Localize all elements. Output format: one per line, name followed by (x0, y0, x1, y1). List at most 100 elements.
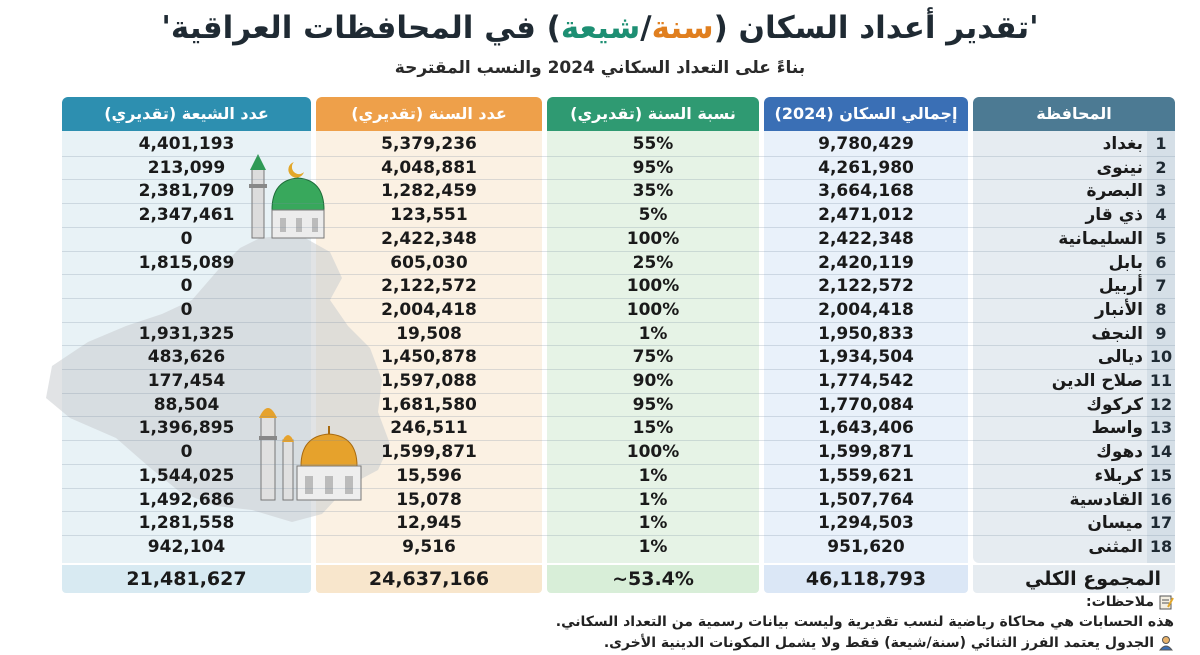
notes-heading: ملاحظات: (1086, 594, 1154, 610)
row-governorate: كربلاء (1094, 465, 1143, 486)
row-population: 1,950,833 (818, 323, 914, 344)
row-number: 6 (1155, 252, 1167, 272)
header-population: إجمالي السكان (2024) (764, 97, 968, 131)
row-sunni-count: 15,596 (396, 465, 462, 486)
row-sunni-count: 9,516 (402, 536, 456, 557)
row-population: 1,294,503 (818, 513, 914, 534)
mosque-green-icon (249, 154, 325, 239)
row-shia-count: 1,492,686 (138, 489, 235, 510)
row-shia-count: 2,347,461 (138, 205, 235, 226)
row-number: 13 (1149, 418, 1173, 438)
row-number: 5 (1155, 228, 1167, 248)
row-sunni-pct: 15% (632, 418, 674, 439)
row-shia-count: 0 (180, 442, 193, 463)
row-separator (62, 369, 1175, 370)
row-shia-count: 1,281,558 (138, 513, 235, 534)
row-population: 2,122,572 (818, 276, 914, 297)
row-number: 4 (1155, 205, 1167, 225)
row-shia-count: 0 (180, 276, 193, 297)
row-number: 9 (1155, 323, 1167, 343)
pop-column-bg (764, 131, 968, 563)
header-governorate: المحافظة (973, 97, 1175, 131)
row-separator (62, 203, 1175, 205)
row-sunni-count: 1,450,878 (381, 347, 477, 368)
header-sunni-pct: نسبة السنة (تقديري) (547, 97, 759, 131)
row-population: 1,599,871 (818, 442, 914, 463)
total-sunni-count: 24,637,166 (316, 565, 542, 593)
row-shia-count: 213,099 (147, 157, 226, 178)
note-line-2-row: الجدول يعتمد الفرز الثنائي (سنة/شيعة) فق… (374, 633, 1174, 654)
row-sunni-pct: 1% (638, 465, 668, 486)
row-shia-count: 1,396,895 (138, 418, 235, 439)
row-separator (62, 179, 1175, 181)
title-part1: 'تقدير أعداد السكان ( (713, 10, 1039, 46)
row-population: 9,780,429 (818, 134, 914, 154)
row-sunni-pct: 55% (632, 134, 674, 154)
row-shia-count: 0 (180, 299, 193, 320)
row-governorate: الأنبار (1095, 299, 1143, 320)
row-sunni-pct: 95% (632, 394, 674, 415)
row-governorate: بابل (1108, 252, 1143, 273)
row-separator (62, 416, 1175, 418)
title-part2: ) في المحافظات العراقية' (161, 10, 561, 46)
row-sunni-pct: 1% (638, 513, 668, 534)
header-sunni-count: عدد السنة (تقديري) (316, 97, 542, 131)
row-number: 8 (1155, 299, 1167, 319)
row-separator (62, 155, 1175, 157)
row-governorate: ذي قار (1085, 205, 1143, 226)
header-shia-count: عدد الشيعة (تقديري) (62, 97, 311, 131)
row-population: 1,643,406 (818, 418, 914, 439)
row-shia-count: 942,104 (147, 536, 226, 557)
row-number: 10 (1149, 347, 1173, 367)
row-sunni-count: 1,282,459 (381, 181, 477, 202)
row-governorate: بغداد (1102, 134, 1143, 154)
row-separator (62, 321, 1175, 323)
row-population: 4,261,980 (818, 157, 914, 178)
row-separator (62, 297, 1175, 299)
row-sunni-pct: 25% (632, 252, 674, 273)
row-shia-count: 4,401,193 (138, 134, 235, 154)
row-number: 1 (1155, 134, 1167, 153)
page-subtitle: بناءً على التعداد السكاني 2024 والنسب ال… (394, 58, 806, 78)
row-governorate: كركوك (1086, 394, 1143, 415)
row-population: 2,004,418 (818, 299, 914, 320)
title-sunni: سنة (651, 10, 714, 46)
page-title: 'تقدير أعداد السكان (سنة/شيعة) في المحاف… (0, 6, 1200, 50)
row-sunni-count: 2,122,572 (381, 276, 477, 297)
row-governorate: المثنى (1088, 536, 1143, 557)
row-sunni-pct: 95% (632, 157, 674, 178)
row-governorate: البصرة (1086, 181, 1143, 202)
row-separator (62, 392, 1175, 394)
row-sunni-pct: 5% (638, 205, 668, 226)
title-slash: / (640, 10, 652, 46)
row-governorate: واسط (1091, 418, 1143, 439)
pct-column-bg (547, 131, 759, 563)
row-separator (62, 226, 1175, 228)
row-shia-count: 177,454 (147, 371, 226, 391)
row-number: 17 (1149, 513, 1173, 533)
row-governorate: القادسية (1069, 489, 1143, 510)
row-number: 2 (1155, 157, 1167, 177)
row-population: 1,507,764 (818, 489, 914, 510)
row-governorate: السليمانية (1058, 228, 1143, 249)
notes-heading-row: ملاحظات: (374, 592, 1174, 612)
row-separator (62, 487, 1175, 489)
row-number-strip (1147, 131, 1175, 563)
row-sunni-count: 19,508 (396, 323, 462, 344)
row-population: 1,770,084 (818, 394, 914, 415)
row-sunni-pct: 100% (626, 299, 680, 320)
row-governorate: صلاح الدين (1051, 371, 1143, 391)
user-icon (1158, 636, 1174, 651)
row-sunni-count: 2,004,418 (381, 299, 477, 320)
row-number: 18 (1149, 536, 1173, 556)
row-shia-count: 1,815,089 (138, 252, 235, 273)
row-sunni-pct: 100% (626, 276, 680, 297)
row-governorate: دهوك (1096, 442, 1143, 463)
row-sunni-pct: 1% (638, 323, 668, 344)
row-population: 1,559,621 (818, 465, 914, 486)
row-separator (62, 250, 1175, 252)
row-sunni-count: 4,048,881 (381, 157, 477, 178)
row-shia-count: 483,626 (147, 347, 226, 368)
row-population: 2,420,119 (818, 252, 914, 273)
notepad-icon (1159, 595, 1174, 610)
